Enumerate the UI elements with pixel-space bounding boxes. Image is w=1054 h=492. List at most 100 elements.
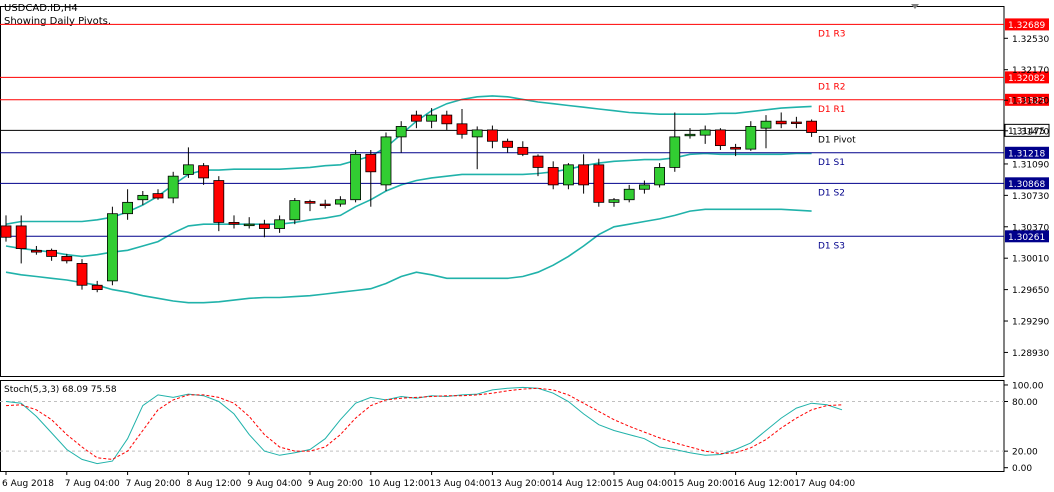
candle-body-24 xyxy=(350,153,362,201)
candle-43 xyxy=(639,180,650,194)
price-box-6 xyxy=(1005,177,1049,190)
candle-39 xyxy=(578,154,589,194)
candle-40 xyxy=(593,158,605,207)
candle-body-8 xyxy=(107,213,118,282)
price-box-7 xyxy=(1005,230,1049,243)
y-tick-label-11: 1.28930 xyxy=(1012,349,1049,359)
candle-25 xyxy=(365,149,377,207)
candle-body-52 xyxy=(775,120,787,125)
candle-16 xyxy=(228,215,240,229)
x-tick-label-11: 15 Aug 04:00 xyxy=(612,479,673,489)
candle-body-23 xyxy=(334,199,346,205)
candle-47 xyxy=(699,125,711,144)
pivot-label-2: D1 R2 xyxy=(818,82,846,92)
candle-52 xyxy=(775,112,787,129)
x-tick-label-10: 14 Aug 12:00 xyxy=(551,479,612,489)
x-tick-label-1: 6 Aug 2018 xyxy=(2,479,54,489)
candle-body-48 xyxy=(715,129,726,147)
candle-6 xyxy=(76,259,88,290)
candle-38 xyxy=(563,163,574,190)
candle-body-40 xyxy=(593,164,605,203)
candle-body-41 xyxy=(608,199,620,203)
candle-34 xyxy=(502,138,514,153)
price-box-5 xyxy=(1005,146,1049,159)
candle-49 xyxy=(730,143,741,157)
bollinger-upper-line xyxy=(5,95,812,225)
candle-body-18 xyxy=(258,223,270,229)
candle-body-33 xyxy=(486,129,498,142)
candle-20 xyxy=(289,197,301,225)
price-box-2 xyxy=(1005,71,1049,84)
candle-body-27 xyxy=(395,126,407,138)
candle-body-21 xyxy=(304,201,316,204)
bollinger-lower-line xyxy=(5,208,812,304)
y-tick-label-1: 1.32530 xyxy=(1012,35,1049,45)
candle-29 xyxy=(426,108,438,129)
candle-body-5 xyxy=(61,256,73,262)
candle-body-34 xyxy=(502,140,514,148)
candle-body-12 xyxy=(167,175,179,199)
candle-23 xyxy=(334,196,346,207)
stoch-main-line xyxy=(5,386,843,465)
candle-body-7 xyxy=(91,284,103,291)
y-tick-label-4: 1.31470 xyxy=(1012,127,1049,137)
candle-body-30 xyxy=(441,114,453,125)
candle-44 xyxy=(654,163,665,188)
candle-30 xyxy=(441,110,453,130)
candle-2 xyxy=(15,215,27,264)
pivot-label-1: D1 R3 xyxy=(818,29,846,39)
stoch-y-label-1: 100.00 xyxy=(1012,381,1044,391)
x-tick-label-9: 13 Aug 20:00 xyxy=(490,479,551,489)
candle-body-17 xyxy=(243,223,255,227)
candle-50 xyxy=(745,121,757,151)
y-tick-label-10: 1.29290 xyxy=(1012,318,1049,328)
candle-27 xyxy=(395,121,407,153)
candle-35 xyxy=(517,141,529,157)
candle-33 xyxy=(486,125,498,149)
candle-body-20 xyxy=(289,200,301,221)
candle-body-49 xyxy=(730,146,741,150)
x-tick-label-2: 7 Aug 04:00 xyxy=(65,479,120,489)
candle-body-15 xyxy=(213,180,225,223)
y-tick-label-7: 1.30370 xyxy=(1012,223,1049,233)
candle-body-4 xyxy=(46,249,57,257)
candle-body-9 xyxy=(122,201,133,215)
x-tick-label-3: 7 Aug 20:00 xyxy=(126,479,181,489)
candle-body-38 xyxy=(563,164,574,186)
pivots-subtitle: Showing Daily Pivots. xyxy=(4,16,112,27)
x-tick-label-12: 15 Aug 20:00 xyxy=(673,479,734,489)
x-tick-label-8: 13 Aug 04:00 xyxy=(430,479,491,489)
candle-36 xyxy=(532,154,544,177)
candle-48 xyxy=(715,128,726,150)
candle-body-46 xyxy=(684,133,696,137)
candle-41 xyxy=(608,197,620,207)
candle-18 xyxy=(258,219,270,238)
y-tick-label-8: 1.30010 xyxy=(1012,255,1049,265)
stoch-signal-line xyxy=(5,387,843,460)
candle-14 xyxy=(198,163,210,185)
candle-24 xyxy=(350,149,362,203)
candle-body-19 xyxy=(274,219,286,229)
candle-45 xyxy=(669,112,681,172)
candle-body-22 xyxy=(319,203,331,206)
price-box-label-6: 1.30868 xyxy=(1008,180,1045,190)
candle-51 xyxy=(760,115,772,149)
candle-body-14 xyxy=(198,165,210,179)
x-tick-label-5: 9 Aug 04:00 xyxy=(247,479,302,489)
candle-body-50 xyxy=(745,126,757,150)
candle-body-3 xyxy=(30,249,42,253)
candle-8 xyxy=(107,206,118,286)
candle-53 xyxy=(791,116,802,129)
candle-28 xyxy=(410,110,422,129)
candle-17 xyxy=(243,217,255,229)
candle-body-47 xyxy=(699,129,711,136)
stoch-title: Stoch(5,3,3) 68.09 75.58 xyxy=(4,385,117,395)
x-tick-label-4: 8 Aug 12:00 xyxy=(186,479,241,489)
y-tick-label-6: 1.30730 xyxy=(1012,192,1049,202)
candle-3 xyxy=(30,245,42,255)
candle-body-28 xyxy=(410,114,422,122)
pivot-label-4: D1 Pivot xyxy=(818,135,856,145)
price-box-label-2: 1.32082 xyxy=(1008,74,1045,84)
candle-body-31 xyxy=(456,123,468,135)
